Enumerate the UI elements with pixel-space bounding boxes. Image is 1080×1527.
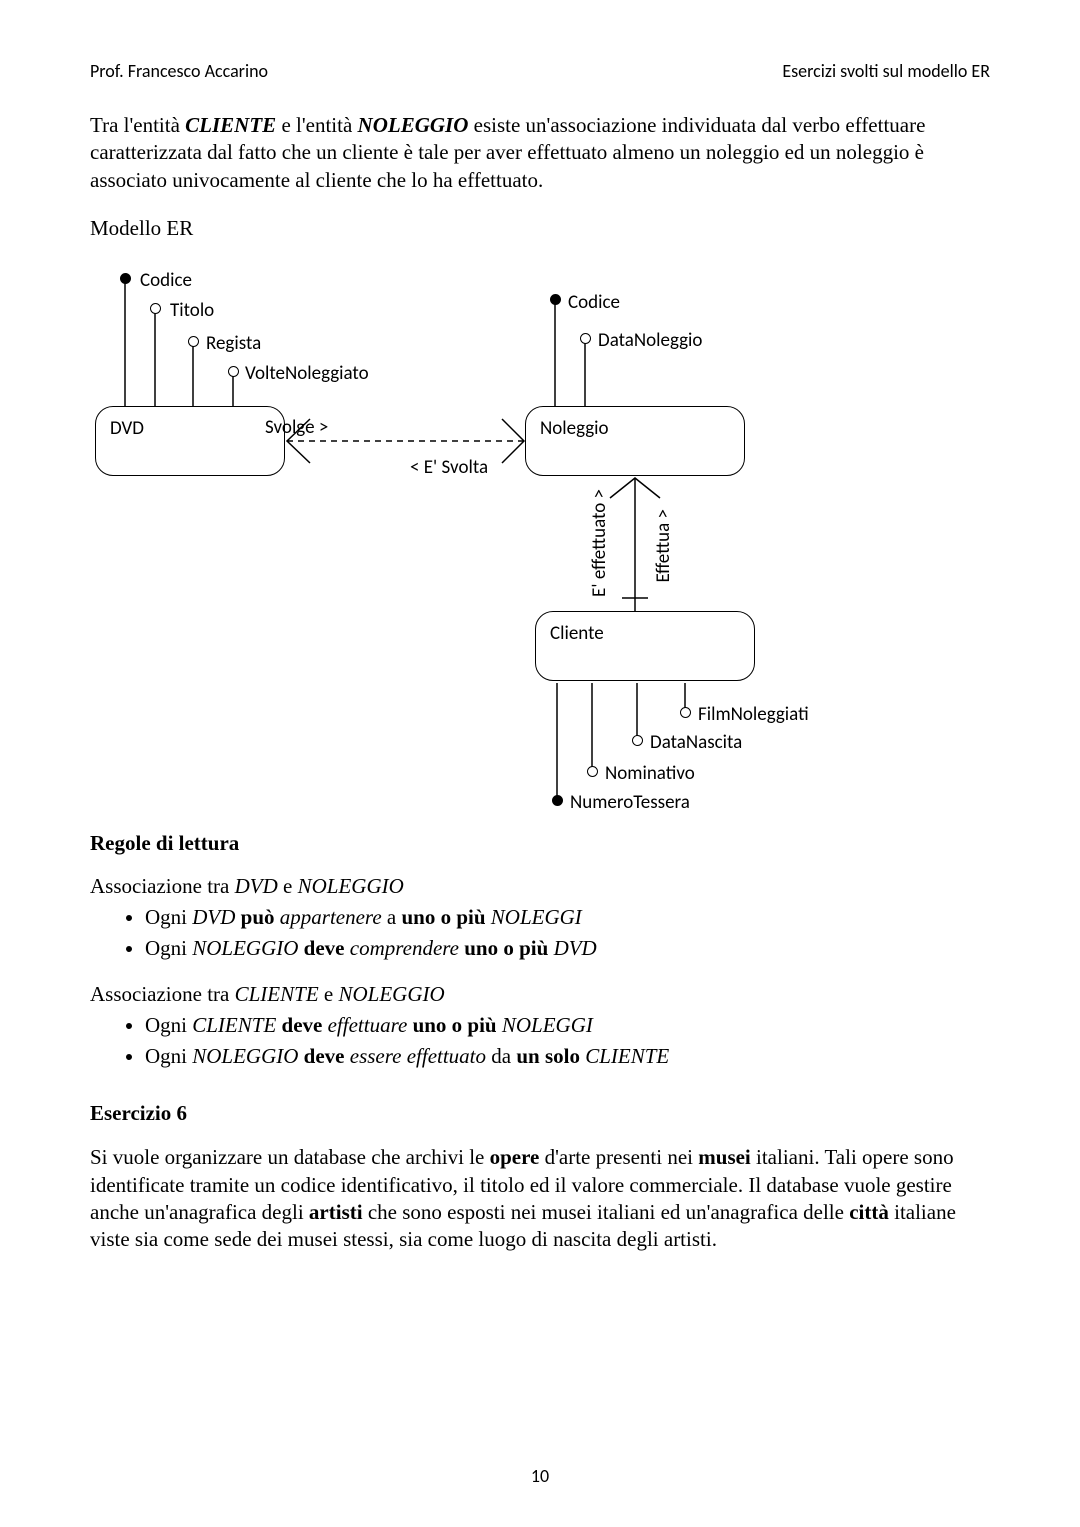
entity-cliente-label: Cliente: [550, 622, 604, 645]
attr-regista: Regista: [206, 332, 261, 355]
entity-noleggio: Noleggio: [525, 406, 745, 476]
attr-numerotessera: NumeroTessera: [570, 791, 690, 814]
entity-dvd: DVD: [95, 406, 285, 476]
list-item: Ogni NOLEGGIO deve essere effettuato da …: [145, 1042, 990, 1071]
modello-er-label: Modello ER: [90, 216, 990, 241]
attr-voltenoleggiato: VolteNoleggiato: [245, 362, 369, 385]
attr-dot: [228, 366, 239, 377]
page-number: 10: [531, 1465, 549, 1487]
attr-filmnoleggiati: FilmNoleggiati: [698, 703, 809, 726]
attr-nominativo: Nominativo: [605, 762, 695, 785]
esercizio-title: Esercizio 6: [90, 1101, 990, 1126]
rel-esvolta: < E' Svolta: [410, 456, 488, 479]
list-item: Ogni NOLEGGIO deve comprendere uno o più…: [145, 934, 990, 963]
attr-dot: [120, 273, 131, 284]
attr-titolo: Titolo: [170, 299, 214, 322]
assoc1-rules: Ogni DVD può appartenere a uno o più NOL…: [145, 903, 990, 964]
regole-title: Regole di lettura: [90, 831, 990, 856]
attr-dot: [580, 333, 591, 344]
entity-cliente: Cliente: [535, 611, 755, 681]
page-header: Prof. Francesco Accarino Esercizi svolti…: [90, 60, 990, 82]
attr-codice-dvd: Codice: [140, 269, 192, 292]
attr-codice-noleggio: Codice: [568, 291, 620, 314]
list-item: Ogni DVD può appartenere a uno o più NOL…: [145, 903, 990, 932]
rel-effettua: Effettua >: [652, 509, 675, 583]
assoc2-head: Associazione tra CLIENTE e NOLEGGIO: [90, 982, 990, 1007]
attr-datanascita: DataNascita: [650, 731, 742, 754]
rel-eeffettuato: E' effettuato >: [588, 489, 611, 597]
intro-paragraph: Tra l'entità CLIENTE e l'entità NOLEGGIO…: [90, 112, 990, 194]
er-diagram: DVD Noleggio Cliente Codice Titolo Regis…: [90, 251, 990, 811]
attr-dot: [680, 707, 691, 718]
rel-svolge: Svolge >: [265, 416, 328, 439]
attr-dot: [587, 766, 598, 777]
attr-dot: [552, 795, 563, 806]
header-right: Esercizi svolti sul modello ER: [782, 60, 990, 82]
esercizio-body: Si vuole organizzare un database che arc…: [90, 1144, 990, 1253]
attr-dot: [150, 303, 161, 314]
list-item: Ogni CLIENTE deve effettuare uno o più N…: [145, 1011, 990, 1040]
attr-datanoleggio: DataNoleggio: [598, 329, 702, 352]
attr-dot: [632, 735, 643, 746]
header-left: Prof. Francesco Accarino: [90, 60, 268, 82]
attr-dot: [550, 294, 561, 305]
entity-noleggio-label: Noleggio: [540, 417, 609, 440]
attr-dot: [188, 336, 199, 347]
entity-dvd-label: DVD: [110, 417, 144, 440]
assoc1-head: Associazione tra DVD e NOLEGGIO: [90, 874, 990, 899]
assoc2-rules: Ogni CLIENTE deve effettuare uno o più N…: [145, 1011, 990, 1072]
